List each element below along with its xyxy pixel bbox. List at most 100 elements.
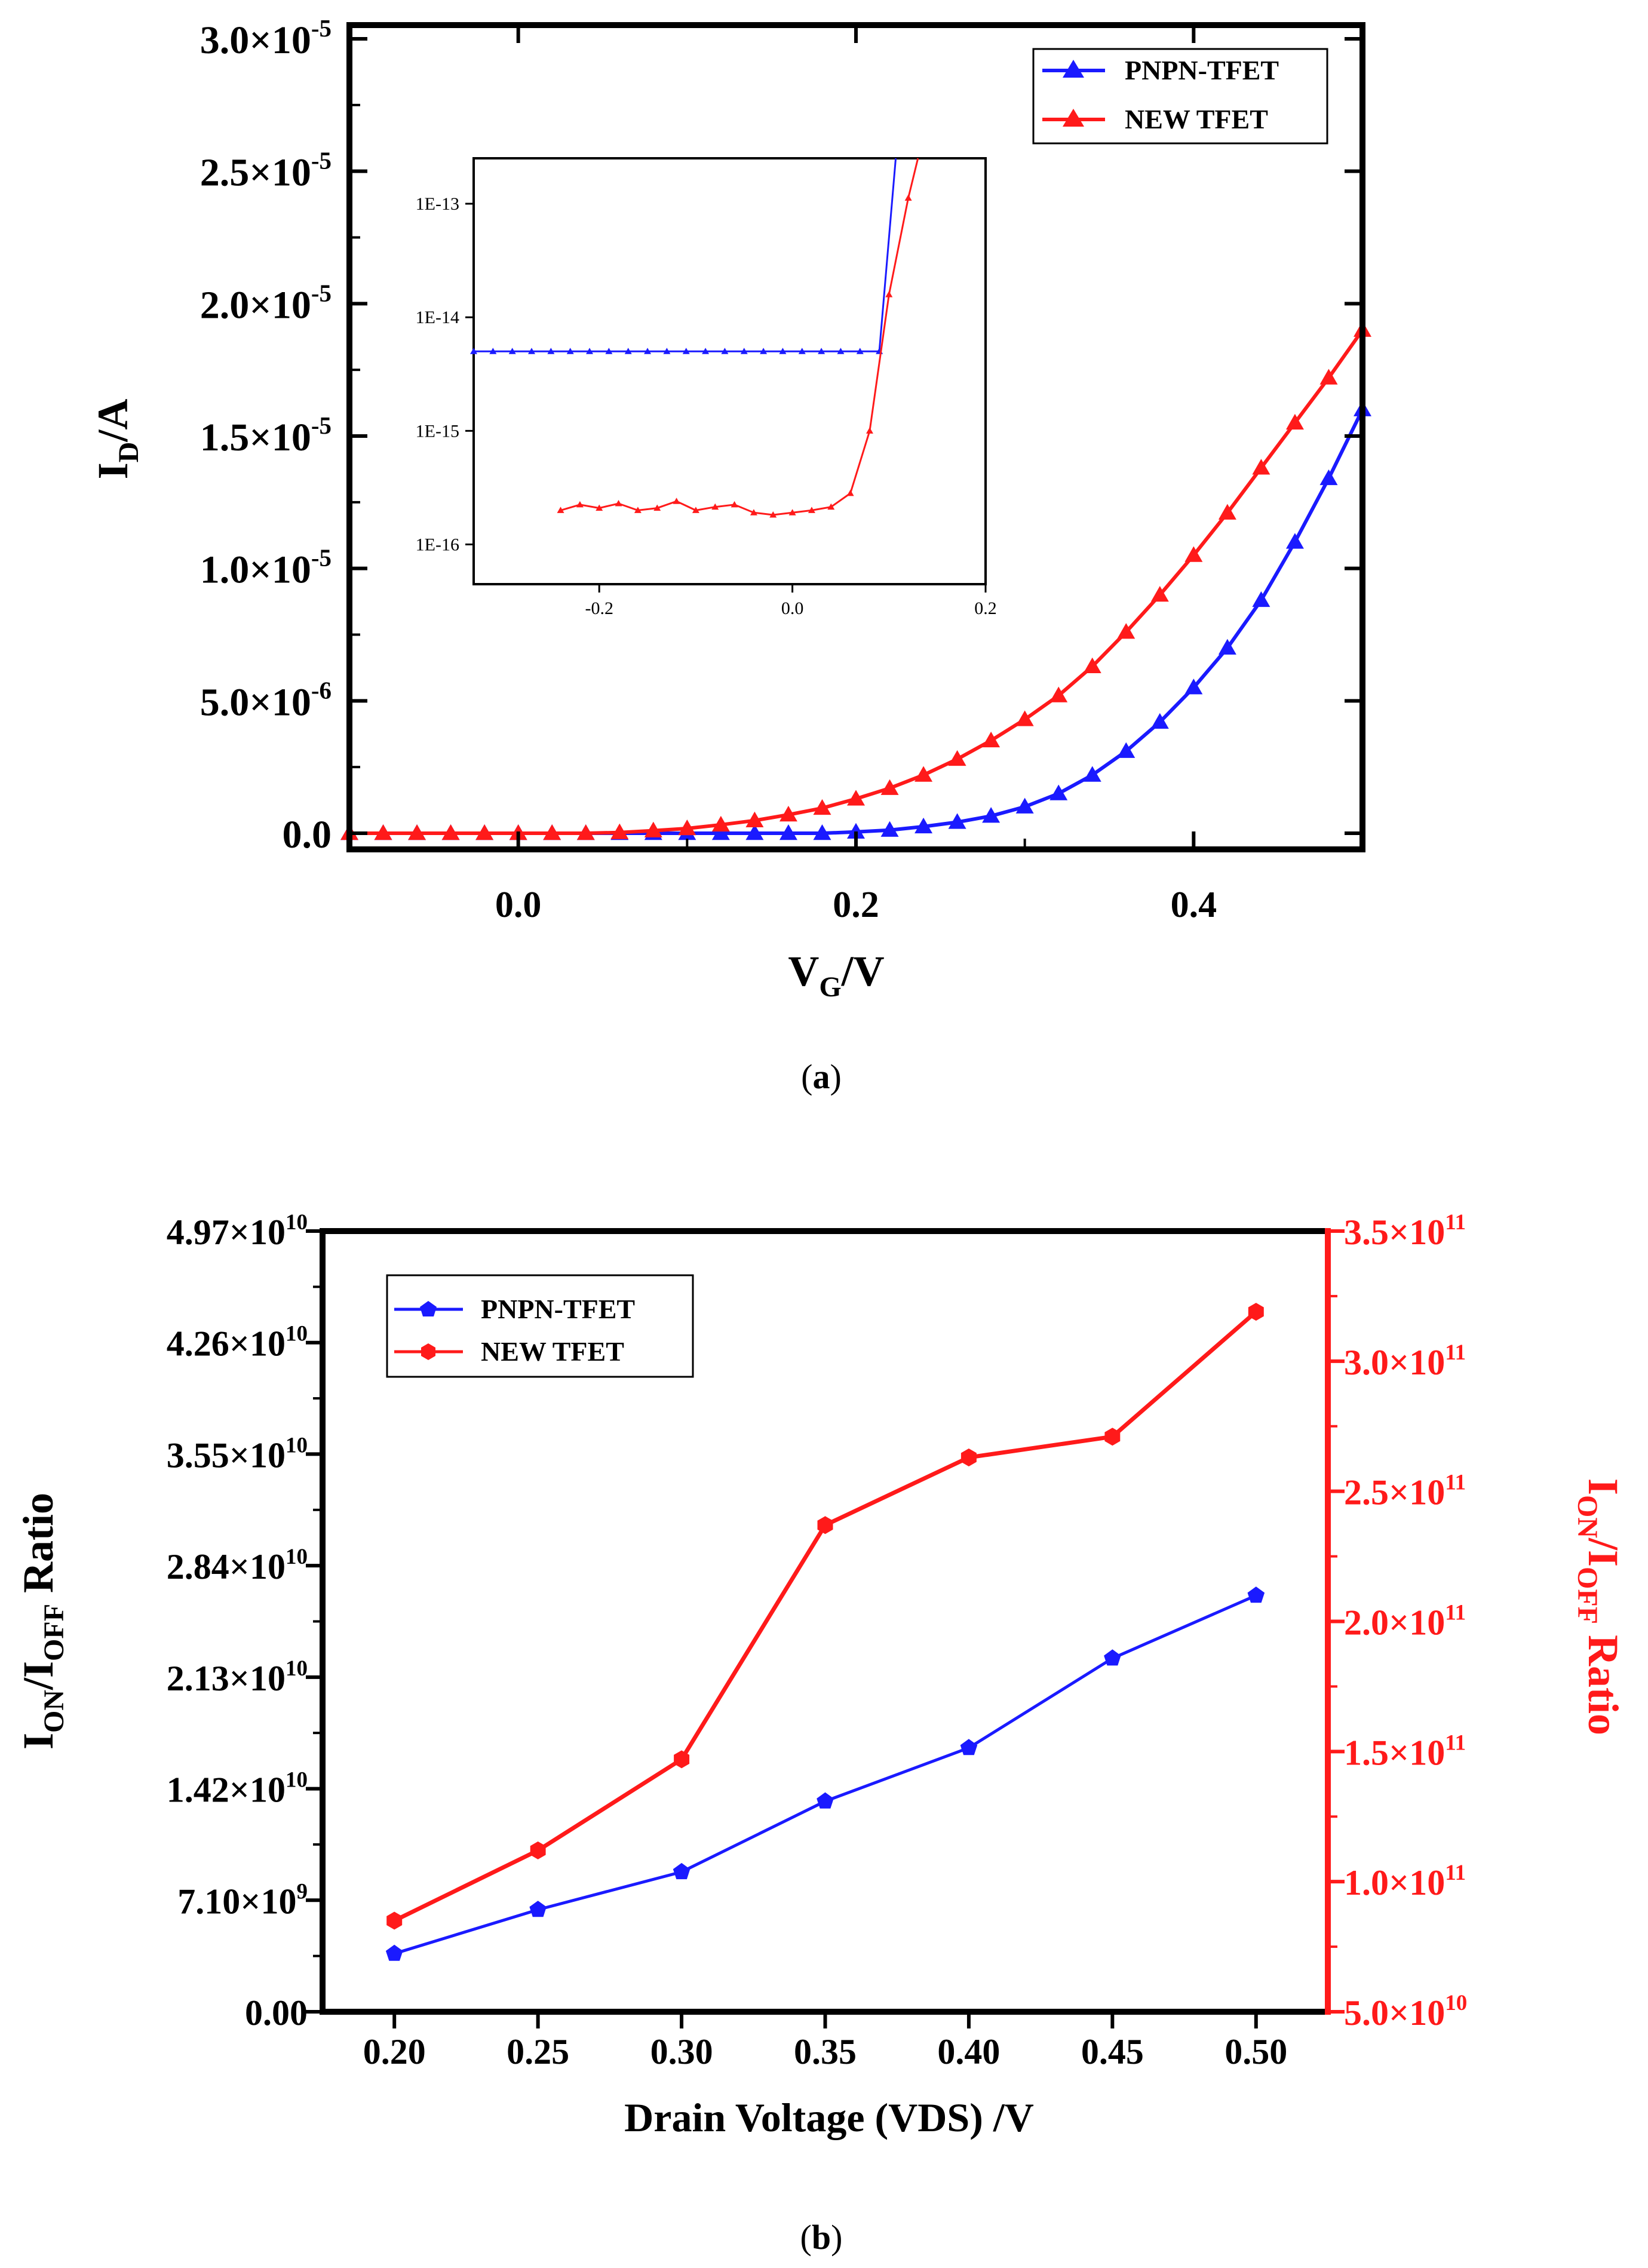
xlabel-a-main: V: [788, 947, 819, 995]
b-y-left-tick-label-exponent: 10: [286, 1768, 308, 1793]
data-point-new: [982, 731, 1001, 748]
data-point-new: [1218, 504, 1236, 520]
data-point-b-pnpn: [673, 1862, 690, 1880]
data-point-b-new: [674, 1750, 690, 1769]
b-y-right-tick-label-exponent: 11: [1445, 1210, 1466, 1235]
data-point-pnpn: [1015, 797, 1034, 814]
b-x-tick-label: 0.40: [937, 2032, 1000, 2071]
inset-data-point-new: [788, 509, 796, 515]
b-x-tick-label-mantissa: 0.50: [1225, 2032, 1287, 2071]
data-point-b-new: [386, 1911, 403, 1930]
panel-b-right-ylabel: ION/IOFF Ratio: [1572, 1478, 1627, 1735]
y-tick-label-exponent: -5: [311, 544, 332, 572]
xlabel-a-rest: /V: [841, 947, 885, 995]
legend-b-label-new: NEW TFET: [481, 1336, 624, 1367]
inset-axes-layer: -0.2 0.0 0.2 1E-16 1E-15 1E-14 1E-13: [416, 194, 997, 618]
y-tick-label: 1.0×10-5: [200, 544, 332, 592]
inset-data-point-new: [692, 507, 699, 513]
inset-data-point-new: [846, 489, 854, 496]
data-point-pnpn: [711, 824, 730, 840]
b-y-right-tick-label: 2.0×1011: [1344, 1601, 1466, 1643]
caption-b-close: ): [831, 2218, 842, 2257]
b-y-right-tick-label-exponent: 11: [1445, 1471, 1466, 1495]
ylabel-b-right-i: I: [1579, 1478, 1627, 1495]
ylabel-b-right-slash: /I: [1579, 1537, 1627, 1567]
data-point-new: [1285, 413, 1304, 430]
data-point-b-pnpn: [385, 1944, 403, 1961]
data-point-new: [1117, 623, 1136, 639]
b-y-left-tick-label: 1.42×1010: [167, 1768, 308, 1810]
data-point-pnpn: [1083, 766, 1101, 782]
data-point-new: [1150, 586, 1169, 602]
b-x-tick-label-mantissa: 0.40: [937, 2032, 1000, 2071]
data-point-pnpn: [914, 817, 933, 834]
data-point-new: [644, 821, 662, 837]
y-tick-label: 1.5×10-5: [200, 412, 332, 459]
data-point-new: [779, 805, 797, 822]
ylabel-a-rest: /A: [89, 399, 137, 443]
data-point-new: [847, 790, 865, 806]
data-point-pnpn: [745, 824, 764, 840]
x-tick-label-mantissa: 0.4: [1171, 885, 1217, 925]
b-y-left-tick-label-mantissa: 1.42×10: [167, 1770, 286, 1810]
y-tick-label-mantissa: 5.0×10: [200, 680, 311, 724]
inset-y-tick-label: 1E-16: [416, 535, 459, 554]
x-tick-label: 0.2: [833, 885, 879, 925]
y-tick-label: 2.5×10-5: [200, 147, 332, 195]
inset-data-point-pnpn: [508, 348, 516, 354]
ylabel-b-right-off: OFF: [1572, 1567, 1603, 1624]
inset-data-point-new: [576, 501, 584, 508]
data-point-b-pnpn: [1247, 1586, 1265, 1603]
b-y-right-tick-label: 1.0×1011: [1344, 1861, 1466, 1902]
y-tick-label-mantissa: 1.5×10: [200, 416, 311, 459]
inset-x-tick-label: 0.2: [974, 599, 997, 618]
y-tick-label-exponent: -5: [311, 412, 332, 439]
y-tick-label-exponent: -5: [311, 147, 332, 174]
ylabel-a-sub: D: [113, 442, 145, 463]
b-y-right-tick-label-mantissa: 2.0×10: [1344, 1603, 1445, 1643]
inset-data-point-new: [673, 498, 680, 504]
y-tick-label: 3.0×10-5: [200, 14, 332, 62]
ylabel-b-left-off: OFF: [38, 1604, 70, 1661]
data-point-new: [475, 824, 494, 840]
caption-a-letter: a: [813, 1057, 830, 1096]
inset-data-point-pnpn: [644, 348, 652, 354]
b-y-left-tick-label-exponent: 10: [286, 1545, 308, 1569]
b-y-right-tick-label-exponent: 11: [1445, 1340, 1466, 1365]
ylabel-b-right-on: ON: [1572, 1495, 1603, 1538]
inset-x-tick-label: 0.0: [781, 599, 804, 618]
inset-data-point-pnpn: [489, 348, 497, 354]
inset-y-tick-label: 1E-13: [416, 194, 459, 214]
b-x-tick-label-mantissa: 0.30: [650, 2032, 713, 2071]
legend-label-pnpn: PNPN-TFET: [1125, 55, 1279, 85]
x-tick-label-mantissa: 0.0: [495, 885, 542, 925]
panel-b-axes-layer: 0.20 0.25 0.30 0.35 0.40 0.45 0.50 0.00 7.10×109…: [167, 1210, 1467, 2071]
inset-data-point-new: [769, 511, 777, 518]
b-y-left-tick-label-mantissa: 2.13×10: [167, 1659, 286, 1698]
series-line-b-pnpn: [394, 1594, 1257, 1956]
panel-a-chart: -0.2 0.0 0.2 1E-16 1E-15 1E-14 1E-13 PNPN-TFET…: [89, 14, 1371, 1096]
b-y-left-tick-label-mantissa: 2.84×10: [167, 1547, 286, 1586]
ylabel-b-left-ratio: Ratio: [14, 1493, 62, 1604]
b-y-left-tick-label: 3.55×1010: [167, 1433, 308, 1475]
data-point-new: [948, 750, 966, 766]
b-y-right-tick-label-mantissa: 3.5×10: [1344, 1213, 1445, 1252]
y-tick-label-mantissa: 1.0×10: [200, 548, 311, 592]
b-x-tick-label: 0.30: [650, 2032, 713, 2071]
b-y-right-tick-label-mantissa: 2.5×10: [1344, 1473, 1445, 1512]
panel-b-legend: PNPN-TFET NEW TFET: [386, 1274, 694, 1378]
data-point-pnpn: [1117, 742, 1136, 758]
inset-data-point-pnpn: [818, 348, 825, 354]
inset-data-point-pnpn: [702, 348, 710, 354]
panel-a-plot-frame: [346, 22, 1365, 852]
b-y-left-tick-label: 4.97×1010: [167, 1210, 308, 1252]
b-y-right-tick-label-exponent: 10: [1445, 1991, 1467, 2015]
b-y-left-tick-label-exponent: 10: [286, 1656, 308, 1681]
data-point-new: [880, 779, 899, 795]
y-tick-label-mantissa: 2.0×10: [200, 283, 311, 327]
data-point-pnpn: [1150, 713, 1169, 729]
x-tick-label-mantissa: 0.2: [833, 885, 879, 925]
data-point-pnpn: [1184, 679, 1203, 695]
b-y-right-tick-label-mantissa: 3.0×10: [1344, 1343, 1445, 1382]
b-y-left-tick-label-mantissa: 7.10×10: [177, 1882, 296, 1921]
